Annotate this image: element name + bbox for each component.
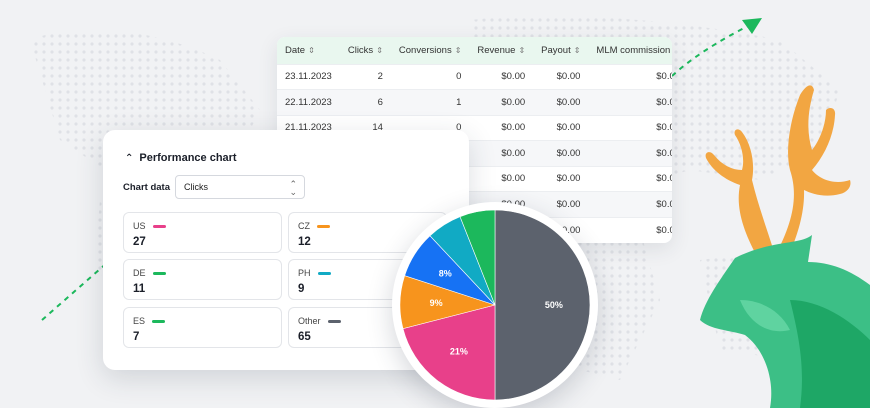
select-arrows-icon: ⌃ ⌄ (289, 179, 297, 197)
chart-data-label: Chart data (123, 182, 170, 193)
legend-swatch (327, 319, 341, 323)
column-header-clicks[interactable]: Clicks ⇕ (347, 44, 383, 56)
cell-mlm-commission: $0.00 (588, 140, 672, 166)
cell-conversions: 1 (390, 89, 470, 115)
stat-value: 11 (133, 283, 146, 295)
chevron-up-icon: ⌃ (125, 152, 134, 164)
chart-data-select-value: Clicks (184, 182, 208, 192)
pie-slice (494, 210, 590, 400)
column-header-mlm-commission[interactable]: MLM commission⇕ (596, 44, 671, 56)
cell-date: 23.11.2023 (277, 63, 340, 90)
cell-date: 22.11.2023 (277, 89, 340, 115)
pie-slice-label: 9% (430, 298, 443, 308)
sort-icon: ⇕ (518, 45, 526, 55)
stat-code: US (133, 221, 166, 231)
legend-swatch (152, 224, 166, 228)
pie-slice-label: 50% (545, 300, 563, 310)
cell-mlm-commission: $0.00 (588, 216, 672, 243)
cell-revenue: $0.00 (469, 140, 534, 166)
table-header-row: Date ⇕ Clicks ⇕ Conversions ⇕ Revenue ⇕ Payo… (277, 37, 672, 64)
stat-code-label: CZ (298, 221, 310, 231)
legend-swatch (317, 224, 330, 228)
stat-value: 65 (298, 331, 311, 343)
cell-revenue: $0.00 (469, 165, 534, 192)
stat-code: DE (133, 268, 166, 278)
pie-chart: 50% 21% 9% 8% (392, 202, 598, 408)
cell-clicks: 2 (339, 63, 391, 90)
stat-value: 27 (133, 236, 146, 248)
stat-code: PH (298, 268, 331, 278)
cell-mlm-commission: $0.00 (588, 114, 672, 141)
cell-mlm-commission: $0.00 (588, 63, 672, 90)
performance-chart-card: ⌃ Performance chart Chart data Clicks ⌃ ⌄… (103, 130, 469, 370)
sort-icon: ⇕ (573, 45, 581, 55)
cell-mlm-commission: $0.00 (588, 165, 672, 192)
cell-conversions: 0 (390, 63, 470, 90)
stat-code: CZ (298, 221, 330, 231)
cell-revenue: $0.00 (469, 114, 534, 141)
cell-mlm-commission: $0.00 (588, 89, 672, 115)
sort-icon: ⇕ (454, 45, 462, 55)
performance-chart-title: Performance chart (139, 152, 237, 164)
cell-payout: $0.00 (533, 165, 589, 192)
pie-slice (402, 304, 496, 400)
cell-revenue: $0.00 (469, 89, 534, 115)
stat-card-de: DE 11 (123, 259, 282, 300)
stat-value: 7 (133, 331, 140, 343)
legend-swatch (152, 319, 166, 323)
stat-code-label: DE (133, 268, 146, 278)
stat-card-us: US 27 (123, 212, 282, 253)
cell-payout: $0.00 (533, 63, 589, 90)
chart-data-select[interactable]: Clicks ⌃ ⌄ (175, 175, 305, 199)
stat-card-es: ES 7 (123, 307, 282, 348)
stat-code-label: ES (133, 316, 146, 326)
performance-chart-toggle[interactable]: ⌃ Performance chart (125, 152, 237, 164)
sort-icon: ⇕ (376, 45, 383, 55)
column-header-date[interactable]: Date ⇕ (285, 44, 315, 56)
pie-slice (459, 210, 496, 306)
pie-slice-label: 8% (439, 268, 452, 278)
stat-value: 9 (298, 283, 305, 295)
sort-icon: ⇕ (308, 45, 315, 55)
column-header-conversions[interactable]: Conversions ⇕ (398, 44, 462, 56)
cell-mlm-commission: $0.00 (588, 191, 672, 217)
stat-code-label: US (133, 221, 146, 231)
cell-clicks: 6 (339, 89, 391, 115)
column-header-payout[interactable]: Payout ⇕ (541, 44, 581, 56)
legend-swatch (317, 271, 331, 275)
cell-payout: $0.00 (533, 114, 589, 141)
stat-code-label: PH (298, 268, 311, 278)
deer-logo (700, 85, 870, 408)
stat-code-label: Other (298, 316, 321, 326)
cell-revenue: $0.00 (469, 63, 534, 90)
stat-code: Other (298, 316, 341, 326)
stat-code: ES (133, 316, 166, 326)
pie-slice-label: 21% (450, 347, 468, 357)
cell-payout: $0.00 (533, 140, 589, 166)
legend-swatch (152, 271, 166, 275)
cell-payout: $0.00 (533, 89, 589, 115)
column-header-revenue[interactable]: Revenue ⇕ (477, 44, 526, 56)
stat-value: 12 (298, 236, 311, 248)
